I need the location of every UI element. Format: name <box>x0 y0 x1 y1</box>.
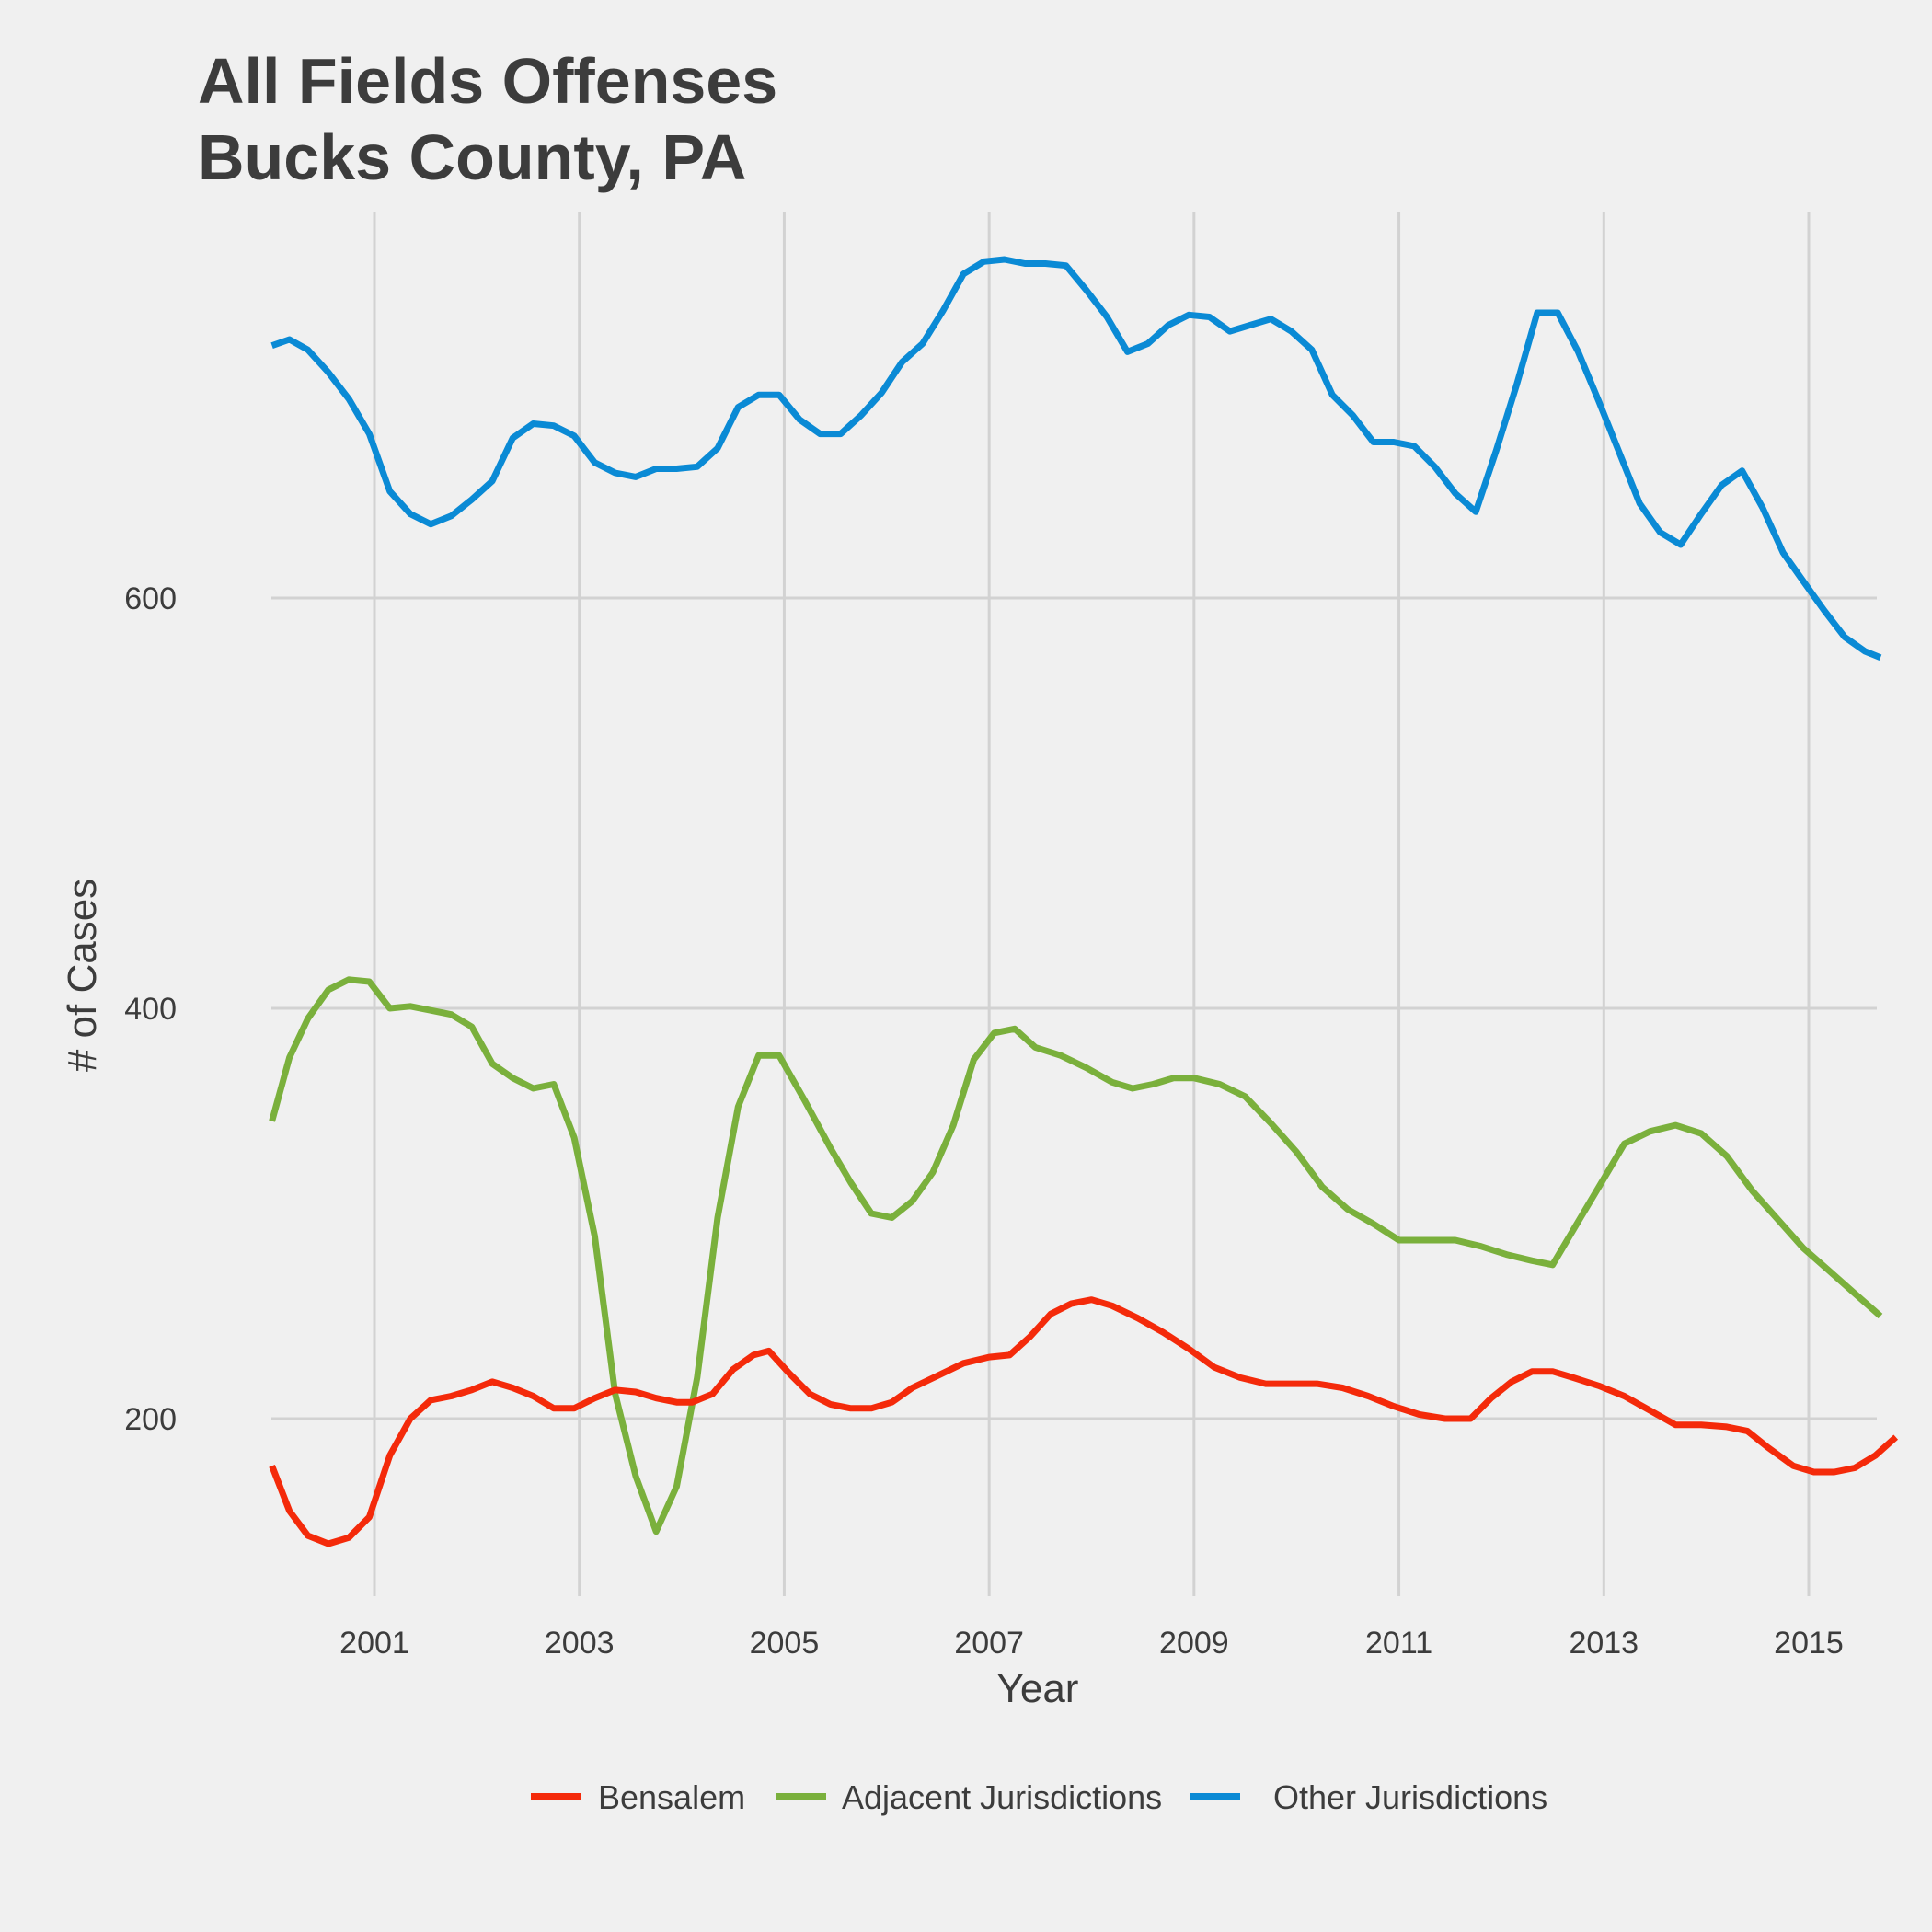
legend-label-bensalem: Bensalem <box>598 1778 745 1816</box>
chart-title-line-1: All Fields Offenses <box>198 45 777 117</box>
x-tick-label: 2011 <box>1365 1626 1432 1661</box>
x-tick-label: 2009 <box>1159 1626 1229 1661</box>
series-line-other-jurisdictions <box>270 256 1882 661</box>
y-tick-labels: 200 400 600 <box>124 581 177 1437</box>
y-axis-label: # of Cases <box>60 879 105 1072</box>
series-line-bensalem <box>269 1296 1899 1547</box>
x-tick-label: 2015 <box>1774 1626 1844 1661</box>
legend-label-other-jurisdictions: Other Jurisdictions <box>1273 1778 1547 1816</box>
y-tick-label: 200 <box>124 1402 177 1437</box>
x-tick-label: 2005 <box>750 1626 820 1661</box>
series-lines <box>269 256 1899 1547</box>
x-tick-label: 2003 <box>545 1626 615 1661</box>
x-axis-label: Year <box>997 1666 1079 1711</box>
legend-label-adjacent-jurisdictions: Adjacent Jurisdictions <box>842 1778 1162 1816</box>
x-tick-labels: 2001 2003 2005 2007 2009 2011 2013 2015 <box>339 1626 1844 1661</box>
x-tick-label: 2007 <box>954 1626 1024 1661</box>
y-tick-label: 400 <box>124 992 177 1027</box>
x-tick-label: 2013 <box>1569 1626 1639 1661</box>
chart-title-line-2: Bucks County, PA <box>198 121 746 193</box>
y-gridlines <box>271 596 1877 1420</box>
series-line-adjacent-jurisdictions <box>269 976 1883 1535</box>
y-tick-label: 600 <box>124 581 177 616</box>
legend: Bensalem Adjacent Jurisdictions Other Juri… <box>531 1778 1547 1816</box>
x-tick-label: 2001 <box>339 1626 409 1661</box>
